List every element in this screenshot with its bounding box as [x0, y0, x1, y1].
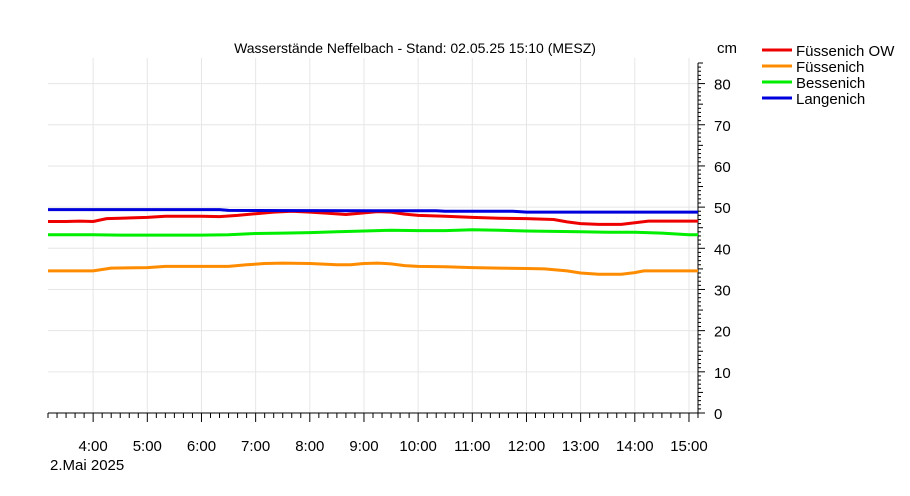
axes: 0 10 20 30 40 50 60 70 80 4:00 5:00 6:00 7:00 8:00 9:0… — [47, 62, 731, 455]
x-tick-label: 11:00 — [454, 438, 490, 455]
x-tick-label: 5:00 — [133, 438, 162, 455]
series-line-langenich — [48, 208, 698, 214]
x-tick-label: 9:00 — [349, 438, 378, 455]
y-tick-label: 20 — [714, 324, 731, 341]
y-tick-label: 60 — [714, 159, 731, 176]
x-tick-label: 6:00 — [187, 438, 216, 455]
y-tick-label: 10 — [714, 365, 731, 382]
x-tick-label: 7:00 — [241, 438, 270, 455]
legend-label-fuessenich-ow: Füssenich OW — [796, 43, 895, 60]
grid — [48, 58, 698, 413]
y-axis-unit-label: cm — [717, 40, 737, 57]
x-tick-label: 15:00 — [670, 438, 708, 455]
y-tick-label: 70 — [714, 118, 731, 135]
x-tick-label: 4:00 — [79, 438, 108, 455]
x-tick-label: 8:00 — [295, 438, 324, 455]
y-tick-label: 80 — [714, 77, 731, 94]
series-line-fuessenich-ow — [48, 209, 698, 226]
y-tick-label: 40 — [714, 241, 731, 258]
legend-label-fuessenich: Füssenich — [796, 59, 864, 76]
legend-label-bessenich: Bessenich — [796, 75, 865, 92]
x-tick-label: 10:00 — [399, 438, 437, 455]
x-tick-label: 13:00 — [562, 438, 600, 455]
series-line-fuessenich — [48, 261, 698, 276]
x-tick-label: 14:00 — [616, 438, 654, 455]
y-tick-label: 50 — [714, 200, 731, 217]
legend-label-langenich: Langenich — [796, 91, 865, 108]
series-line-bessenich — [48, 228, 698, 237]
chart-title: Wasserstände Neffelbach - Stand: 02.05.2… — [234, 40, 596, 56]
y-tick-label: 30 — [714, 282, 731, 299]
y-tick-label: 0 — [714, 406, 722, 423]
date-label: 2.Mai 2025 — [50, 457, 124, 474]
x-tick-label: 12:00 — [508, 438, 546, 455]
series-lines — [48, 208, 698, 276]
